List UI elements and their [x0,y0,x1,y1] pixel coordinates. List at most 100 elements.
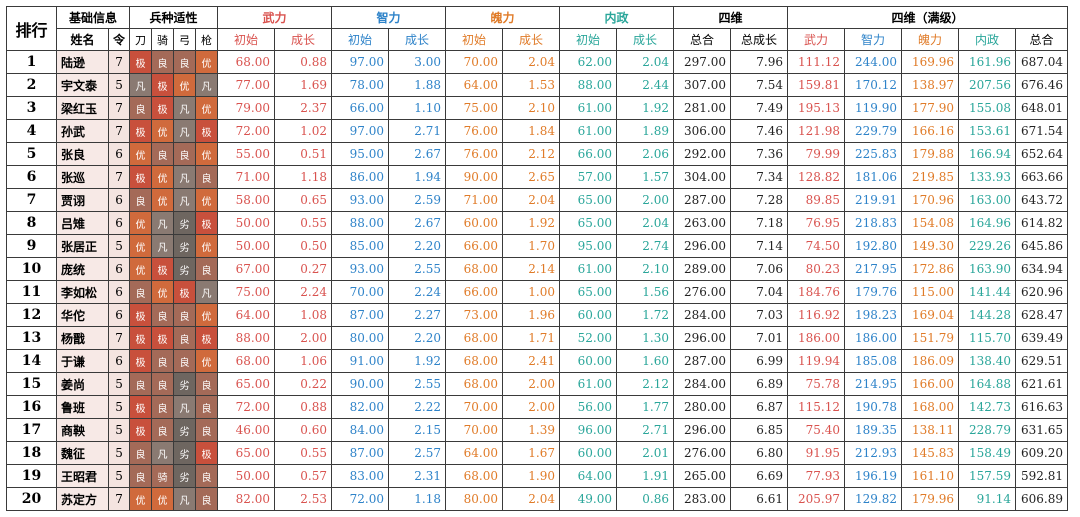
meili-growth-cell: 2.10 [502,96,561,120]
name-cell: 华佗 [56,303,109,327]
rank-cell: 14 [6,349,57,373]
neizheng-growth-cell: 2.10 [616,257,675,281]
zhili-initial-cell: 86.00 [331,165,390,189]
max-total-cell: 643.72 [1015,188,1069,212]
fit-gong-badge: 凡 [173,395,197,419]
neizheng-initial-cell: 49.00 [559,487,618,511]
fit-dao-badge: 优 [129,211,153,235]
max-meili-cell: 169.96 [901,50,960,74]
siwei-max-header: 四维（满级） [787,6,1069,29]
fit-gong-badge: 凡 [173,188,197,212]
max-wuli-cell: 195.13 [787,96,846,120]
table-row: 20 苏定方 7 优优凡良 82.00 2.53 72.00 1.18 80.00 2.04 49.… [6,487,1069,511]
rank-cell: 10 [6,257,57,281]
neizheng-initial-cell: 61.00 [559,96,618,120]
total-cell: 280.00 [673,395,732,419]
rank-cell: 15 [6,372,57,396]
rank-cell: 2 [6,73,57,97]
fit-qiang-badge: 良 [195,165,219,189]
max-meili-cell: 177.90 [901,96,960,120]
max-zhili-cell: 219.91 [844,188,903,212]
fit-qi-badge: 良 [151,418,175,442]
fit-qiang-badge: 极 [195,441,219,465]
neizheng-header: 内政 [559,6,675,29]
neizheng-growth-cell: 2.00 [616,188,675,212]
total-cell: 284.00 [673,303,732,327]
ling-cell: 7 [107,326,131,350]
fit-qiang-badge: 优 [195,303,219,327]
zhili-initial-cell: 93.00 [331,188,390,212]
zhili-growth-cell: 2.59 [388,188,447,212]
name-cell: 李如松 [56,280,109,304]
fit-qi-badge: 良 [151,303,175,327]
fit-qiang-badge: 优 [195,234,219,258]
fit-dao-badge: 凡 [129,73,153,97]
zhili-initial-cell: 88.00 [331,211,390,235]
zhili-growth-cell: 2.27 [388,303,447,327]
wuli-initial-cell: 71.00 [217,165,276,189]
neizheng-growth-header: 成长 [616,28,675,51]
meili-initial-cell: 71.00 [445,188,504,212]
zhili-growth-cell: 1.94 [388,165,447,189]
ling-cell: 5 [107,234,131,258]
max-zhili-cell: 186.00 [844,326,903,350]
fit-dao-badge: 良 [129,280,153,304]
name-cell: 杨戬 [56,326,109,350]
meili-initial-cell: 66.00 [445,234,504,258]
rank-cell: 6 [6,165,57,189]
rank-cell: 20 [6,487,57,511]
max-neizheng-cell: 163.90 [958,257,1017,281]
rank-header: 排行 [6,6,57,51]
zhili-growth-header: 成长 [388,28,447,51]
max-zhili-cell: 179.76 [844,280,903,304]
neizheng-growth-cell: 1.72 [616,303,675,327]
meili-initial-cell: 68.00 [445,464,504,488]
max-total-cell: 616.63 [1015,395,1069,419]
fit-dao-badge: 极 [129,303,153,327]
max-total-cell: 614.82 [1015,211,1069,235]
meili-growth-cell: 1.90 [502,464,561,488]
max-wuli-cell: 128.82 [787,165,846,189]
max-meili-cell: 179.96 [901,487,960,511]
meili-growth-cell: 2.00 [502,395,561,419]
zhili-growth-cell: 2.31 [388,464,447,488]
wuli-growth-header: 成长 [274,28,333,51]
neizheng-initial-cell: 60.00 [559,441,618,465]
fit-gong-badge: 劣 [173,441,197,465]
zhili-growth-cell: 2.15 [388,418,447,442]
fit-qi-badge: 良 [151,142,175,166]
table-row: 14 于谦 6 极良良优 68.00 1.06 91.00 1.92 68.00 2.41 60.0… [6,349,1069,373]
rank-cell: 19 [6,464,57,488]
neizheng-initial-cell: 96.00 [559,418,618,442]
zhili-initial-cell: 93.00 [331,257,390,281]
zhili-header: 智力 [331,6,447,29]
max-wuli-cell: 79.99 [787,142,846,166]
fit-dao-badge: 极 [129,418,153,442]
fit-dao-badge: 良 [129,464,153,488]
table-row: 2 宇文泰 5 凡极优凡 77.00 1.69 78.00 1.88 64.00 1.53 88.0… [6,73,1069,97]
meili-growth-cell: 1.92 [502,211,561,235]
table-row: 10 庞统 6 优极劣良 67.00 0.27 93.00 2.55 68.00 2.14 61.0… [6,257,1069,281]
neizheng-growth-cell: 2.04 [616,211,675,235]
total-cell: 289.00 [673,257,732,281]
max-neizheng-cell: 161.96 [958,50,1017,74]
fit-qiang-badge: 良 [195,372,219,396]
max-neizheng-cell: 115.70 [958,326,1017,350]
max-wuli-cell: 76.95 [787,211,846,235]
fit-gong-badge: 劣 [173,234,197,258]
meili-initial-cell: 75.00 [445,96,504,120]
max-meili-cell: 166.00 [901,372,960,396]
header-row-columns: 姓名 令 刀 骑 弓 枪 初始 成长 初始 成长 初始 成长 初始 成长 总合 … [7,28,1069,51]
fit-qi-badge: 良 [151,50,175,74]
table-row: 3 梁红玉 7 良极凡优 79.00 2.37 66.00 1.10 75.00 2.10 61.0… [6,96,1069,120]
total-cell: 297.00 [673,50,732,74]
zhili-initial-cell: 66.00 [331,96,390,120]
wuli-growth-cell: 2.53 [274,487,333,511]
rank-cell: 4 [6,119,57,143]
meili-header: 魄力 [445,6,561,29]
ling-col-header: 令 [107,28,131,51]
max-zhili-cell: 185.08 [844,349,903,373]
max-neizheng-cell: 133.93 [958,165,1017,189]
basic-info-header: 基础信息 [55,6,131,29]
